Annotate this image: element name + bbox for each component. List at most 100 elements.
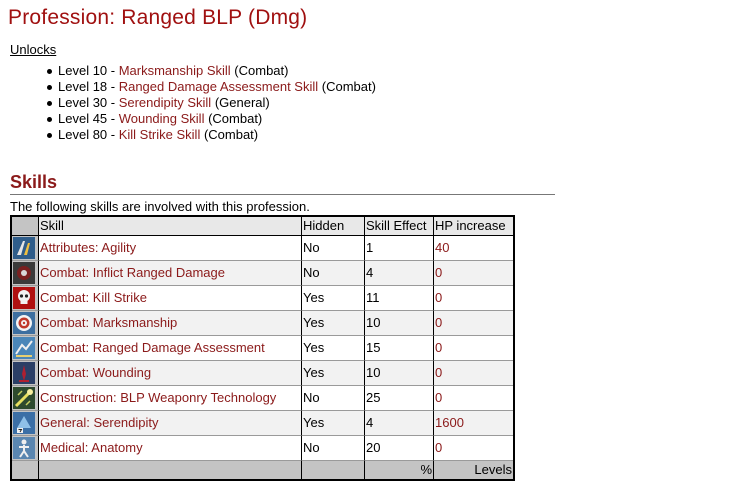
- skill-link[interactable]: Attributes: Agility: [40, 240, 137, 255]
- unlocks-heading: Unlocks: [10, 42, 57, 57]
- table-row: General: Serendipity Yes 4 1600: [12, 411, 513, 436]
- column-header-hidden: Hidden: [302, 217, 365, 236]
- icon-cell: [12, 336, 39, 361]
- skills-heading: Skills: [10, 171, 555, 195]
- table-footer-row: % Levels: [12, 461, 513, 479]
- table-row: Combat: Inflict Ranged Damage No 4 0: [12, 261, 513, 286]
- skill-cell: General: Serendipity: [39, 411, 302, 436]
- skills-intro: The following skills are involved with t…: [10, 199, 310, 214]
- unlock-category: (Combat): [200, 127, 259, 142]
- unlock-level: Level 30 -: [58, 95, 119, 110]
- unlock-category: (Combat): [230, 63, 289, 78]
- hp-cell: 0: [434, 336, 513, 361]
- unlock-skill-link[interactable]: Wounding Skill: [118, 111, 205, 126]
- hp-cell: 40: [434, 236, 513, 261]
- serendipity-icon: [13, 412, 35, 434]
- icon-cell: [12, 311, 39, 336]
- footer-cell: [39, 461, 302, 479]
- unlock-skill-link[interactable]: Marksmanship Skill: [118, 63, 231, 78]
- hidden-cell: Yes: [302, 311, 365, 336]
- hp-cell: 0: [434, 286, 513, 311]
- skill-effect-cell: 10: [365, 311, 434, 336]
- hidden-cell: Yes: [302, 336, 365, 361]
- unlock-skill-link[interactable]: Ranged Damage Assessment Skill: [118, 79, 319, 94]
- hp-link[interactable]: 0: [435, 265, 443, 280]
- skill-link[interactable]: Combat: Wounding: [40, 365, 152, 380]
- hp-link[interactable]: 0: [435, 340, 443, 355]
- table-row: Attributes: Agility No 1 40: [12, 236, 513, 261]
- skill-effect-cell: 4: [365, 261, 434, 286]
- hidden-cell: No: [302, 236, 365, 261]
- skill-cell: Combat: Inflict Ranged Damage: [39, 261, 302, 286]
- icon-cell: [12, 261, 39, 286]
- list-item: Level 30 - Serendipity Skill (General): [47, 95, 376, 111]
- table-row: Combat: Wounding Yes 10 0: [12, 361, 513, 386]
- unlock-level: Level 80 -: [58, 127, 119, 142]
- hp-link[interactable]: 1600: [435, 415, 464, 430]
- hp-link[interactable]: 0: [435, 440, 443, 455]
- skill-link[interactable]: Medical: Anatomy: [40, 440, 143, 455]
- hp-cell: 0: [434, 436, 513, 461]
- skill-cell: Combat: Wounding: [39, 361, 302, 386]
- ranged-damage-icon: [13, 262, 35, 284]
- footer-cell: [302, 461, 365, 479]
- hp-link[interactable]: 0: [435, 365, 443, 380]
- skill-effect-cell: 10: [365, 361, 434, 386]
- skill-cell: Combat: Marksmanship: [39, 311, 302, 336]
- skill-effect-cell: 11: [365, 286, 434, 311]
- list-item: Level 45 - Wounding Skill (Combat): [47, 111, 376, 127]
- skills-table: Skill Hidden Skill Effect HP increase At…: [10, 215, 515, 481]
- footer-hp-unit: Levels: [434, 461, 513, 479]
- icon-column-header: [12, 217, 39, 236]
- skill-cell: Construction: BLP Weaponry Technology: [39, 386, 302, 411]
- hp-cell: 0: [434, 311, 513, 336]
- footer-effect-unit: %: [365, 461, 434, 479]
- unlock-level: Level 45 -: [58, 111, 119, 126]
- table-header-row: Skill Hidden Skill Effect HP increase: [12, 217, 513, 236]
- skill-link[interactable]: Combat: Marksmanship: [40, 315, 178, 330]
- column-header-skill-effect: Skill Effect: [365, 217, 434, 236]
- page-title: Profession: Ranged BLP (Dmg): [8, 6, 308, 29]
- hp-cell: 0: [434, 386, 513, 411]
- skill-link[interactable]: Combat: Inflict Ranged Damage: [40, 265, 225, 280]
- skill-cell: Attributes: Agility: [39, 236, 302, 261]
- hidden-cell: No: [302, 261, 365, 286]
- unlock-skill-link[interactable]: Serendipity Skill: [118, 95, 212, 110]
- table-row: Medical: Anatomy No 20 0: [12, 436, 513, 461]
- wound-icon: [13, 362, 35, 384]
- skill-effect-cell: 15: [365, 336, 434, 361]
- target-icon: [13, 312, 35, 334]
- skill-effect-cell: 25: [365, 386, 434, 411]
- skill-link[interactable]: Combat: Ranged Damage Assessment: [40, 340, 265, 355]
- table-row: Construction: BLP Weaponry Technology No…: [12, 386, 513, 411]
- skill-link[interactable]: Construction: BLP Weaponry Technology: [40, 390, 277, 405]
- skill-link[interactable]: Combat: Kill Strike: [40, 290, 147, 305]
- hp-cell: 0: [434, 361, 513, 386]
- hp-link[interactable]: 0: [435, 315, 443, 330]
- hidden-cell: No: [302, 386, 365, 411]
- weaponry-tech-icon: [13, 387, 35, 409]
- skill-effect-cell: 4: [365, 411, 434, 436]
- list-item: Level 18 - Ranged Damage Assessment Skil…: [47, 79, 376, 95]
- agility-icon: [13, 237, 35, 259]
- unlock-category: (General): [211, 95, 270, 110]
- skill-link[interactable]: General: Serendipity: [40, 415, 159, 430]
- hp-cell: 1600: [434, 411, 513, 436]
- footer-cell: [12, 461, 39, 479]
- skill-cell: Combat: Ranged Damage Assessment: [39, 336, 302, 361]
- icon-cell: [12, 361, 39, 386]
- hidden-cell: No: [302, 436, 365, 461]
- icon-cell: [12, 286, 39, 311]
- table-row: Combat: Marksmanship Yes 10 0: [12, 311, 513, 336]
- unlock-skill-link[interactable]: Kill Strike Skill: [118, 127, 201, 142]
- skill-cell: Medical: Anatomy: [39, 436, 302, 461]
- icon-cell: [12, 236, 39, 261]
- list-item: Level 80 - Kill Strike Skill (Combat): [47, 127, 376, 143]
- column-header-skill: Skill: [39, 217, 302, 236]
- hp-link[interactable]: 40: [435, 240, 450, 255]
- hp-link[interactable]: 0: [435, 290, 443, 305]
- list-item: Level 10 - Marksmanship Skill (Combat): [47, 63, 376, 79]
- hp-link[interactable]: 0: [435, 390, 443, 405]
- hp-cell: 0: [434, 261, 513, 286]
- column-header-hp-increase: HP increase: [434, 217, 513, 236]
